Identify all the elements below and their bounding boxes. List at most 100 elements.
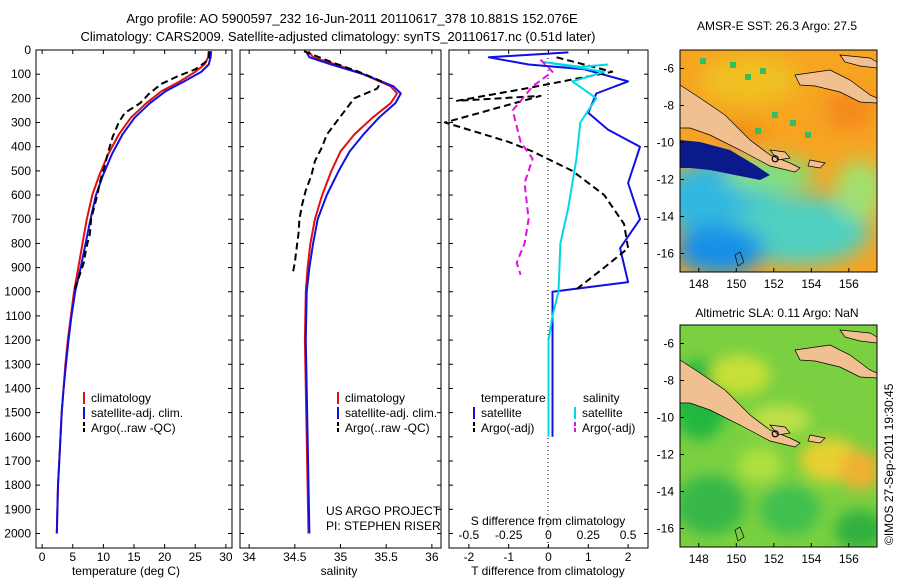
sst-island bbox=[769, 149, 791, 161]
sla-map-panel: Altimetric SLA: 0.11 Argo: NaN bbox=[657, 306, 878, 567]
legend-argo-label: Argo(..raw -QC) bbox=[345, 421, 430, 435]
latitude-tick-label: -8 bbox=[663, 99, 674, 113]
sla-field bbox=[680, 325, 877, 547]
depth-tick-label: 1500 bbox=[4, 406, 31, 420]
imos-credit: ©IMOS 27-Sep-2011 19:30:45 bbox=[882, 383, 896, 545]
depth-tick-label: 0 bbox=[24, 43, 31, 57]
depth-axis: 0 100 200 300 400 500 600 700 800 900 1000 1100 1200… bbox=[4, 43, 232, 540]
temperature-legend: climatology satellite-adj. clim. Argo(..… bbox=[83, 391, 183, 435]
sst-map-title: AMSR-E SST: 26.3 Argo: 27.5 bbox=[697, 19, 857, 33]
x-tick-label: 0 bbox=[39, 550, 46, 564]
sla-argo-location-marker bbox=[771, 430, 779, 438]
s-difference-label: S difference from climatology bbox=[471, 514, 626, 528]
depth-tick-label: 1100 bbox=[5, 309, 31, 323]
temperature-axes-frame bbox=[35, 49, 233, 549]
x-tick-label: 0 bbox=[545, 550, 552, 564]
s-tick-label: -0.25 bbox=[495, 528, 523, 542]
latitude-tick-label: -14 bbox=[657, 485, 675, 499]
latitude-tick-label: -12 bbox=[657, 173, 675, 187]
x-tick-label: 10 bbox=[97, 550, 111, 564]
sla-new-ireland-land bbox=[839, 329, 877, 344]
sla-reef bbox=[734, 526, 745, 542]
sst-new-britain-land bbox=[794, 69, 877, 104]
x-tick-label: 34.5 bbox=[283, 550, 307, 564]
legend-temp-satellite-label: satellite bbox=[481, 406, 522, 420]
x-tick-label: -2 bbox=[464, 550, 475, 564]
depth-tick-label: 1800 bbox=[4, 478, 31, 492]
sst-map-frame bbox=[679, 49, 878, 273]
salinity-legend: climatology satellite-adj. clim. Argo(..… bbox=[337, 391, 437, 435]
x-tick-label: 35 bbox=[334, 550, 348, 564]
latitude-tick-label: -10 bbox=[657, 136, 675, 150]
sst-gradients bbox=[680, 55, 877, 272]
legend-temp-argo-label: Argo(-adj) bbox=[481, 421, 534, 435]
latitude-tick-label: -16 bbox=[657, 247, 675, 261]
x-tick-label: 25 bbox=[189, 550, 203, 564]
depth-tick-label: 600 bbox=[11, 188, 31, 202]
depth-tick-label: 200 bbox=[11, 91, 31, 105]
depth-tick-label: 1600 bbox=[4, 430, 31, 444]
series-satellite-adj-clim bbox=[55, 51, 213, 534]
temperature-x-axis: 0 5 10 15 20 25 30 bbox=[39, 50, 233, 564]
s-tick-label: -0.5 bbox=[459, 528, 480, 542]
project-annotation: US ARGO PROJECT bbox=[326, 504, 441, 518]
x-tick-label: 35.5 bbox=[375, 550, 399, 564]
depth-tick-label: 700 bbox=[11, 212, 31, 226]
temperature-series bbox=[55, 51, 213, 534]
legend-salinity-header: salinity bbox=[583, 391, 620, 405]
difference-legend: temperature salinity satellite Argo(-adj… bbox=[473, 391, 635, 435]
temperature-panel: 0100200300400500600700800900100011001200… bbox=[4, 43, 233, 578]
depth-tick-label: 900 bbox=[11, 261, 31, 275]
x-tick-label: 36 bbox=[425, 550, 439, 564]
depth-tick-label: 500 bbox=[11, 164, 31, 178]
depth-tick-label: 1700 bbox=[4, 454, 31, 468]
figure-title-line1: Argo profile: AO 5900597_232 16-Jun-2011… bbox=[126, 11, 578, 26]
sla-map-frame bbox=[679, 324, 878, 548]
x-tick-label: 2 bbox=[625, 550, 632, 564]
sla-map-title: Altimetric SLA: 0.11 Argo: NaN bbox=[695, 306, 858, 320]
difference-y-ticks bbox=[449, 49, 648, 534]
depth-tick-label: 400 bbox=[11, 140, 31, 154]
depth-tick-label: 2000 bbox=[4, 526, 31, 540]
x-tick-label: 30 bbox=[219, 550, 233, 564]
difference-series bbox=[444, 51, 641, 437]
longitude-tick-label: 148 bbox=[689, 277, 709, 291]
legend-sal-satellite-label: satellite bbox=[582, 406, 623, 420]
sst-argo-location-marker bbox=[771, 155, 779, 163]
x-tick-label: 5 bbox=[69, 550, 76, 564]
sst-reef bbox=[734, 251, 745, 267]
series-argo-raw-qc bbox=[73, 51, 211, 290]
latitude-tick-label: -8 bbox=[663, 374, 674, 388]
sst-island bbox=[807, 159, 826, 169]
x-tick-label: 20 bbox=[158, 550, 172, 564]
longitude-tick-label: 156 bbox=[839, 552, 859, 566]
depth-tick-label: 1200 bbox=[4, 333, 31, 347]
sla-island bbox=[769, 424, 791, 436]
longitude-tick-label: 156 bbox=[839, 277, 859, 291]
sst-map-axes: 148 150 152 154 156 -6 -8 -10 -12 -14 -16 bbox=[657, 62, 860, 292]
depth-tick-label: 1300 bbox=[4, 357, 31, 371]
sst-green-patches bbox=[700, 58, 811, 138]
difference-panel: -2 -1 0 1 2 -0.5 -0.25 0 0.25 0.5 temperature sal… bbox=[444, 49, 649, 578]
s-tick-label: 0.5 bbox=[620, 528, 637, 542]
x-tick-label: 15 bbox=[127, 550, 141, 564]
sla-new-guinea-land bbox=[680, 359, 801, 448]
pi-annotation: PI: STEPHEN RISER bbox=[326, 519, 441, 533]
longitude-tick-label: 152 bbox=[764, 277, 784, 291]
longitude-tick-label: 154 bbox=[801, 552, 821, 566]
depth-tick-label: 100 bbox=[11, 67, 31, 81]
longitude-tick-label: 148 bbox=[689, 552, 709, 566]
salinity-xlabel: salinity bbox=[321, 564, 358, 578]
figure-title-line2: Climatology: CARS2009. Satellite-adjuste… bbox=[81, 29, 596, 44]
salinity-panel: 34 34.5 35 35.5 36 salinity climatology sate… bbox=[239, 49, 442, 578]
legend-climatology-label: climatology bbox=[345, 391, 405, 405]
sla-map-axes: 148 150 152 154 156 -6 -8 -10 -12 -14 -16 bbox=[657, 337, 860, 567]
latitude-tick-label: -6 bbox=[663, 62, 674, 76]
salinity-series bbox=[292, 50, 402, 534]
sst-new-ireland-land bbox=[839, 54, 877, 69]
difference-x-axis: -2 -1 0 1 2 -0.5 -0.25 0 0.25 0.5 bbox=[459, 50, 637, 564]
s-tick-label: 0.25 bbox=[577, 528, 601, 542]
latitude-tick-label: -16 bbox=[657, 522, 675, 536]
latitude-tick-label: -6 bbox=[663, 337, 674, 351]
